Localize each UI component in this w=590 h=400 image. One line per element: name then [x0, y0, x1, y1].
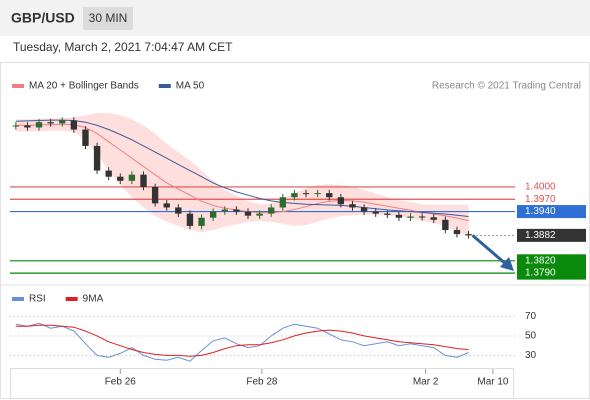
candle-body: [279, 197, 287, 208]
level-badge: [517, 266, 586, 280]
rsi-line: [15, 324, 469, 357]
candle-body: [384, 213, 391, 215]
candle-body: [453, 230, 461, 235]
ma-line: [15, 123, 469, 222]
candle-body: [70, 120, 78, 130]
candle-body: [418, 216, 426, 218]
candle-body: [302, 193, 310, 195]
candle-body: [349, 204, 356, 208]
candle-body: [175, 207, 182, 214]
candle-body: [442, 219, 449, 231]
y-tick-label: 30: [525, 350, 537, 361]
candle-body: [209, 211, 217, 218]
legend-swatch: [12, 84, 24, 88]
candle-body: [256, 213, 263, 216]
candle-body: [314, 193, 321, 195]
level-badge: [517, 228, 586, 242]
x-tick-label: Feb 28: [246, 377, 278, 388]
legend-label: 9MA: [83, 294, 104, 305]
candle-body: [233, 209, 240, 212]
candle-body: [372, 211, 379, 214]
timestamp: Tuesday, March 2, 2021 7:04:47 AM CET: [13, 40, 233, 54]
level-label: 1.4000: [525, 182, 556, 193]
candle-body: [395, 214, 403, 218]
timeframe-badge: [83, 7, 133, 30]
candle-body: [326, 193, 333, 198]
candle-body: [24, 125, 31, 128]
candle-body: [151, 186, 159, 204]
y-tick-label: 50: [525, 331, 537, 342]
legend-label: RSI: [29, 294, 46, 305]
legend-swatch: [65, 297, 78, 301]
x-tick-label: Mar 2: [413, 377, 439, 388]
forecast-arrowhead: [500, 257, 514, 271]
candle-body: [47, 122, 54, 124]
candle-body: [59, 120, 66, 124]
candle-body: [337, 197, 345, 205]
legend-label: MA 20 + Bollinger Bands: [29, 81, 139, 92]
candle-body: [105, 170, 112, 177]
credit: Research © 2021 Trading Central: [432, 81, 581, 92]
forecast-arrow: [471, 234, 508, 267]
candle-body: [291, 193, 298, 198]
candle-body: [140, 174, 147, 187]
level-label: 1.3970: [525, 194, 556, 205]
level-badge: [517, 254, 586, 268]
legend-swatch: [12, 297, 24, 301]
level-label: 1.3820: [525, 255, 556, 266]
timeframe: 30 MIN: [89, 11, 128, 25]
ma-line: [15, 119, 469, 217]
candle-body: [407, 216, 414, 218]
candle-body: [221, 209, 228, 212]
candle-body: [465, 234, 472, 236]
candle-body: [186, 213, 194, 226]
level-badge: [517, 205, 586, 219]
candle-body: [244, 211, 252, 216]
candle-body: [93, 145, 101, 171]
axis-frame: [10, 368, 514, 399]
frame: [0, 62, 590, 399]
level-label: 1.3882: [525, 230, 556, 241]
x-tick-label: Mar 10: [477, 377, 509, 388]
candle-body: [198, 217, 205, 226]
symbol: GBP/USD: [11, 10, 75, 26]
candle-body: [163, 203, 170, 208]
candle-body: [12, 125, 19, 127]
candle-body: [35, 122, 43, 128]
candle-body: [117, 176, 124, 181]
legend-swatch: [158, 84, 171, 88]
level-label: 1.3790: [525, 268, 556, 279]
level-label: 1.3940: [525, 206, 556, 217]
legend-label: MA 50: [176, 81, 205, 92]
candle-body: [82, 129, 89, 146]
candle-body: [360, 207, 368, 212]
x-tick-label: Feb 26: [105, 377, 137, 388]
candle-body: [268, 207, 275, 214]
candle-body: [430, 217, 437, 220]
candle-body: [128, 174, 136, 181]
y-tick-label: 70: [525, 311, 537, 322]
